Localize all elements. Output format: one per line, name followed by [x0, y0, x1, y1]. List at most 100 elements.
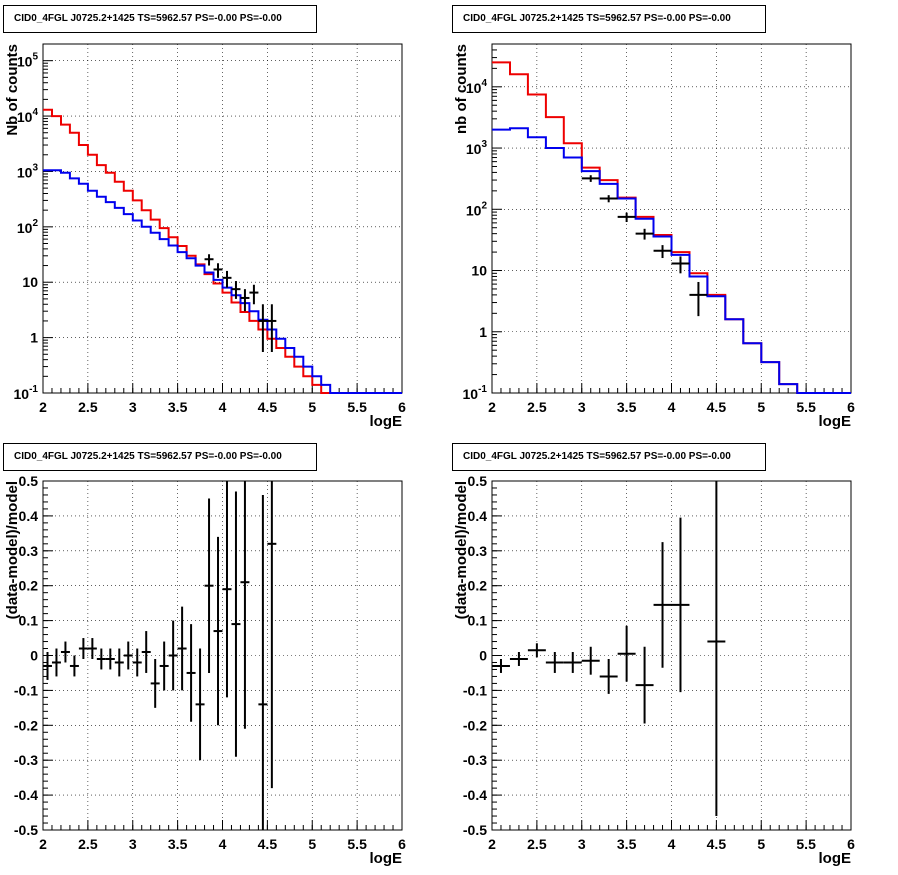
- y-tick-label: 0.4: [468, 508, 488, 524]
- histogram-series-1: [492, 127, 851, 394]
- y-tick-label-base: 10: [466, 202, 482, 218]
- y-tick-label: -0.1: [463, 682, 487, 698]
- x-tick-label: 6: [847, 836, 855, 852]
- y-axis-title: (data-model)/model: [453, 481, 470, 619]
- x-tick-label: 3.5: [617, 836, 637, 852]
- y-tick-label: 102: [17, 218, 39, 236]
- y-tick-label: 0.2: [468, 578, 488, 594]
- x-tick-label: 2.5: [78, 836, 98, 852]
- y-tick-label: 0: [30, 648, 38, 664]
- y-tick-label: 10: [471, 263, 487, 279]
- x-tick-label: 5: [757, 399, 765, 415]
- x-tick-label: 4: [668, 836, 676, 852]
- y-tick-label: -0.1: [14, 682, 38, 698]
- y-tick-label: 0.3: [19, 543, 39, 559]
- y-tick-label: -0.2: [463, 717, 487, 733]
- x-tick-label: 5: [308, 836, 316, 852]
- y-tick-label: -0.3: [463, 752, 487, 768]
- x-tick-label: 3: [129, 836, 137, 852]
- x-tick-label: 4: [668, 399, 676, 415]
- y-tick-label: 103: [17, 162, 39, 180]
- x-tick-label: 2: [39, 399, 47, 415]
- y-tick-label: 104: [466, 78, 488, 96]
- y-tick-label: 105: [17, 52, 39, 70]
- x-tick-label: 2.5: [527, 399, 547, 415]
- x-tick-label: 4: [219, 836, 227, 852]
- x-axis-title: logE: [370, 850, 403, 867]
- y-tick-label-exponent: 3: [481, 139, 487, 150]
- y-tick-label-base: 10: [466, 80, 482, 96]
- y-tick-label: -0.4: [463, 787, 487, 803]
- x-tick-label: 5: [308, 399, 316, 415]
- y-tick-label: 0.1: [19, 613, 39, 629]
- y-tick-label-exponent: -1: [29, 384, 38, 395]
- y-tick-label-base: 10: [17, 54, 33, 70]
- y-tick-label-base: 10: [466, 141, 482, 157]
- y-tick-label: 104: [17, 107, 39, 125]
- x-tick-label: 3.5: [168, 399, 188, 415]
- x-tick-label: 2.5: [78, 399, 98, 415]
- chart-1: 2 2.5 3 3.5 4 4.5 5 5.5 610-1110102103104logEnb …: [453, 43, 855, 430]
- y-tick-label-exponent: 5: [32, 52, 38, 63]
- y-tick-label: -0.5: [14, 822, 38, 838]
- y-tick-label-base: 10: [463, 386, 479, 402]
- plot-title-counts-coarse: CID0_4FGL J0725.2+1425 TS=5962.57 PS=-0.…: [452, 5, 766, 33]
- histogram-series-0: [492, 61, 851, 394]
- y-axis-title: (data-model)/model: [4, 481, 21, 619]
- chart-2: 2 2.5 3 3.5 4 4.5 5 5.5 6 -0.5 -0.4 -0.3 -0.2 -0.1 0 0.…: [4, 473, 406, 867]
- x-tick-label: 4.5: [707, 836, 727, 852]
- x-tick-label: 2.5: [527, 836, 547, 852]
- y-tick-label-exponent: 2: [32, 218, 38, 229]
- y-tick-label: 0: [479, 648, 487, 664]
- x-tick-label: 6: [847, 399, 855, 415]
- y-tick-label: 10: [22, 274, 38, 290]
- y-tick-label: -0.5: [463, 822, 487, 838]
- x-tick-label: 4.5: [258, 836, 278, 852]
- x-tick-label: 2: [39, 836, 47, 852]
- y-tick-label: 1: [30, 330, 38, 346]
- x-tick-label: 6: [398, 836, 406, 852]
- plot-title-counts-fine: CID0_4FGL J0725.2+1425 TS=5962.57 PS=-0.…: [3, 5, 317, 33]
- x-tick-label: 4.5: [258, 399, 278, 415]
- y-axis-title: nb of counts: [453, 44, 470, 134]
- x-tick-label: 3: [129, 399, 137, 415]
- x-axis-title: logE: [819, 850, 852, 867]
- x-tick-label: 5.5: [796, 836, 816, 852]
- y-tick-label-exponent: 3: [32, 162, 38, 173]
- y-tick-label-base: 10: [14, 386, 30, 402]
- x-tick-label: 6: [398, 399, 406, 415]
- x-tick-label: 3: [578, 399, 586, 415]
- plot-title-residuals-coarse: CID0_4FGL J0725.2+1425 TS=5962.57 PS=-0.…: [452, 443, 766, 471]
- y-tick-label: 0.4: [19, 508, 39, 524]
- plot-title-residuals-fine: CID0_4FGL J0725.2+1425 TS=5962.57 PS=-0.…: [3, 443, 317, 471]
- chart-3: 2 2.5 3 3.5 4 4.5 5 5.5 6 -0.5 -0.4 -0.3 -0.2 -0.1 0 0.…: [453, 473, 855, 867]
- y-tick-label-base: 10: [17, 109, 33, 125]
- x-axis-title: logE: [819, 413, 852, 430]
- x-tick-label: 5.5: [796, 399, 816, 415]
- histogram-series-1: [43, 169, 402, 394]
- y-tick-label: -0.3: [14, 752, 38, 768]
- y-tick-label: 0.5: [19, 473, 39, 489]
- y-tick-label-base: 10: [17, 220, 33, 236]
- x-axis-title: logE: [370, 413, 403, 430]
- x-tick-label: 5: [757, 836, 765, 852]
- x-tick-label: 2: [488, 399, 496, 415]
- y-tick-label-exponent: 4: [32, 107, 38, 118]
- y-tick-label-base: 10: [17, 164, 33, 180]
- y-tick-label: -0.2: [14, 717, 38, 733]
- x-tick-label: 3: [578, 836, 586, 852]
- y-tick-label-exponent: -1: [478, 384, 487, 395]
- chart-0: 2 2.5 3 3.5 4 4.5 5 5.5 610-1110102103104105logE…: [4, 43, 406, 430]
- y-tick-label: 10-1: [463, 384, 488, 402]
- x-tick-label: 4.5: [707, 399, 727, 415]
- x-tick-label: 2: [488, 836, 496, 852]
- y-tick-label: 0.1: [468, 613, 488, 629]
- y-axis-title: Nb of counts: [4, 44, 21, 136]
- x-tick-label: 3.5: [168, 836, 188, 852]
- y-tick-label-exponent: 4: [481, 78, 487, 89]
- y-tick-label: 0.5: [468, 473, 488, 489]
- y-tick-label: 102: [466, 200, 488, 218]
- x-tick-label: 5.5: [347, 836, 367, 852]
- y-tick-label-exponent: 2: [481, 200, 487, 211]
